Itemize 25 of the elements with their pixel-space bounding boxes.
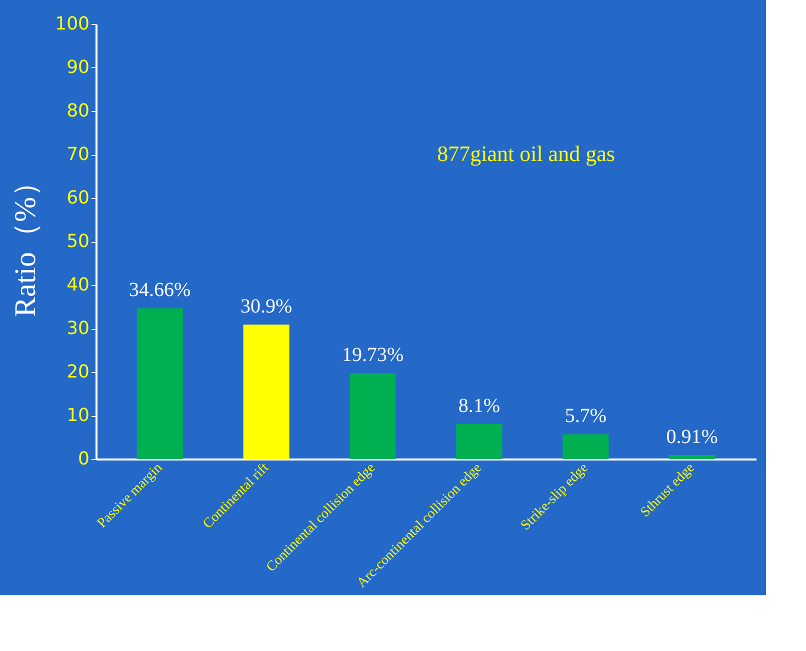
bar	[350, 373, 396, 459]
y-tick-label: 90	[66, 57, 90, 78]
y-axis-title: Ratio（%）	[9, 167, 42, 317]
bar	[243, 324, 290, 459]
y-tick-label: 40	[66, 274, 90, 296]
bar	[136, 308, 183, 459]
y-tick-label: 50	[66, 231, 90, 252]
y-tick-label: 30	[66, 318, 90, 339]
data-label: 30.9%	[240, 296, 292, 318]
y-tick-label: 10	[66, 405, 90, 426]
bar	[669, 455, 716, 459]
y-tick-label: 70	[66, 144, 90, 165]
bar	[456, 424, 502, 459]
y-tick-label: 80	[66, 100, 90, 122]
y-tick-label: 100	[55, 14, 90, 34]
y-tick-label: 0	[78, 448, 90, 470]
y-tick-label: 60	[66, 188, 90, 208]
data-label: 5.7%	[564, 405, 607, 428]
y-tick-label: 20	[66, 362, 90, 382]
bar	[562, 434, 609, 459]
annotation: 877giant oil and gas	[437, 141, 615, 166]
data-label: 8.1%	[458, 394, 500, 417]
data-label: 19.73%	[342, 344, 404, 366]
data-label: 34.66%	[129, 279, 191, 302]
data-label: 0.91%	[666, 426, 718, 448]
